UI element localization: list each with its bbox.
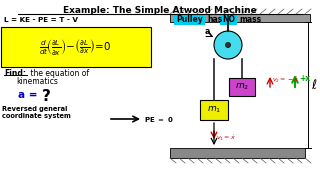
Text: ?: ? xyxy=(42,89,51,104)
Text: kinematics: kinematics xyxy=(16,77,58,86)
Text: $v_1 = \dot{x}$: $v_1 = \dot{x}$ xyxy=(216,133,236,143)
Bar xyxy=(170,148,305,158)
Text: has: has xyxy=(207,15,222,24)
Text: Find:: Find: xyxy=(4,69,26,78)
Text: +x: +x xyxy=(299,73,310,82)
Text: a =: a = xyxy=(18,90,41,100)
Text: coordinate system: coordinate system xyxy=(2,113,71,119)
FancyBboxPatch shape xyxy=(174,15,205,24)
Text: PE $=$ 0: PE $=$ 0 xyxy=(144,114,174,123)
Text: $\ell$: $\ell$ xyxy=(311,78,317,92)
Text: Reversed general: Reversed general xyxy=(2,106,68,112)
Text: $v_2 = -\dot{x}$: $v_2 = -\dot{x}$ xyxy=(272,75,300,85)
Text: $m_2$: $m_2$ xyxy=(235,82,249,92)
Text: L = KE - PE = T - V: L = KE - PE = T - V xyxy=(4,17,78,23)
Bar xyxy=(200,100,228,120)
FancyBboxPatch shape xyxy=(1,27,151,67)
Circle shape xyxy=(214,31,242,59)
Bar xyxy=(229,78,255,96)
Text: $m_1$: $m_1$ xyxy=(207,105,221,115)
Text: a: a xyxy=(205,26,210,35)
Text: Pulley: Pulley xyxy=(177,15,204,24)
Bar xyxy=(170,14,310,22)
Circle shape xyxy=(226,42,230,48)
Text: NO: NO xyxy=(222,15,236,24)
FancyBboxPatch shape xyxy=(220,15,237,24)
Text: $\frac{d}{dt}\!\left(\frac{\partial L}{\partial \dot{x}}\right)\!-\!\left(\frac{: $\frac{d}{dt}\!\left(\frac{\partial L}{\… xyxy=(39,37,111,57)
Text: the equation of: the equation of xyxy=(28,69,89,78)
Text: Example: The Simple Atwood Machine: Example: The Simple Atwood Machine xyxy=(63,6,257,15)
Text: mass: mass xyxy=(239,15,261,24)
